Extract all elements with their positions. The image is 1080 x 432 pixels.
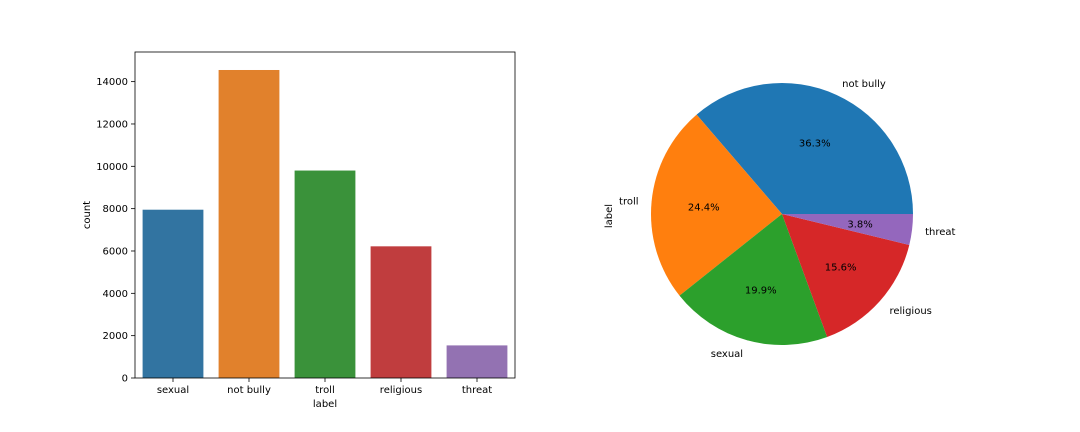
slice-percent-label: 3.8% (847, 219, 872, 230)
bar-not-bully (218, 69, 280, 379)
y-tick-label: 8000 (103, 204, 128, 215)
slice-percent-label: 19.9% (745, 286, 777, 297)
slice-label: not bully (842, 79, 886, 90)
slice-religious (782, 214, 910, 337)
slice-sexual (679, 214, 828, 345)
slice-label: troll (619, 196, 639, 207)
pie-y-axis-title: label (604, 204, 615, 228)
y-tick-label: 12000 (96, 119, 128, 130)
slice-label: sexual (711, 349, 743, 360)
x-axis-ticks: sexual not bully troll religious threat (157, 378, 492, 396)
slice-troll (651, 114, 782, 296)
y-axis-title: count (82, 201, 93, 229)
y-tick-label: 10000 (96, 162, 128, 173)
slice-label: threat (925, 227, 955, 238)
bar-troll (294, 170, 356, 378)
slice-threat (782, 214, 913, 245)
pie-chart: not bully 36.3% troll 24.4% sexual 19.9% relig… (604, 79, 956, 360)
slice-not-bully (696, 83, 913, 214)
y-tick-label: 6000 (103, 246, 128, 257)
bar-marks (142, 69, 508, 379)
slice-percent-label: 36.3% (799, 139, 831, 150)
x-axis-title: label (313, 399, 337, 410)
x-tick-label: religious (380, 385, 422, 396)
slice-percent-label: 24.4% (688, 203, 720, 214)
y-tick-label: 0 (122, 374, 128, 385)
y-tick-label: 2000 (103, 331, 128, 342)
x-tick-label: troll (315, 385, 335, 396)
x-tick-label: sexual (157, 385, 189, 396)
x-tick-label: threat (462, 385, 492, 396)
bar-religious (370, 246, 432, 378)
bar-sexual (142, 209, 204, 378)
y-axis-ticks: 0 2000 4000 6000 8000 10000 12000 14000 (96, 77, 135, 385)
x-tick-label: not bully (227, 385, 271, 396)
slice-percent-label: 15.6% (825, 262, 857, 273)
y-tick-label: 4000 (103, 289, 128, 300)
y-tick-label: 14000 (96, 77, 128, 88)
pie-slices (651, 83, 913, 345)
bar-threat (446, 345, 508, 378)
bar-chart: 0 2000 4000 6000 8000 10000 12000 14000 sexual n… (82, 51, 516, 410)
slice-label: religious (889, 306, 931, 317)
pie-labels: not bully 36.3% troll 24.4% sexual 19.9% relig… (619, 79, 955, 360)
